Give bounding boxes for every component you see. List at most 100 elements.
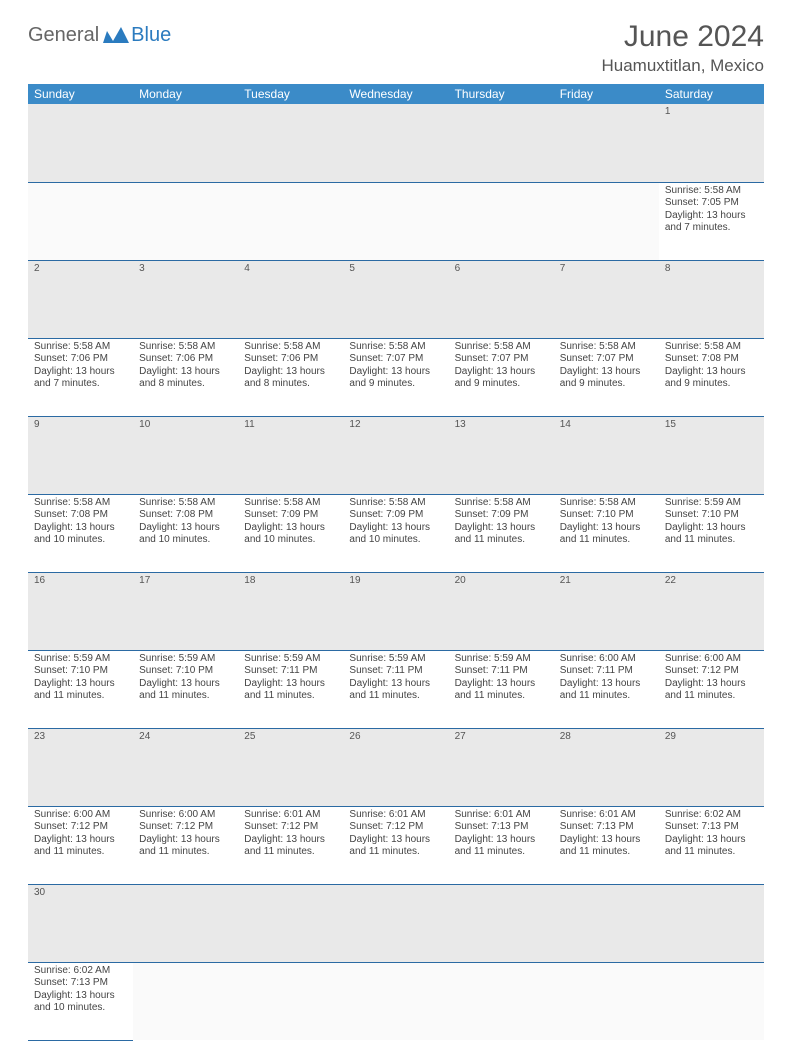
day-info-cell: Sunrise: 5:59 AMSunset: 7:11 PMDaylight:… xyxy=(343,650,448,728)
week-daynum-row: 30 xyxy=(28,884,764,962)
week-info-row: Sunrise: 6:02 AMSunset: 7:13 PMDaylight:… xyxy=(28,962,764,1040)
day-number-cell: 12 xyxy=(343,416,448,494)
sunrise-line: Sunrise: 5:59 AM xyxy=(139,653,232,666)
sunrise-line: Sunrise: 5:59 AM xyxy=(244,653,337,666)
sunset-line: Sunset: 7:07 PM xyxy=(560,353,653,366)
sunset-line: Sunset: 7:13 PM xyxy=(34,977,127,990)
daylight-line: Daylight: 13 hours and 8 minutes. xyxy=(139,366,232,391)
sunrise-line: Sunrise: 5:58 AM xyxy=(455,341,548,354)
day-number-cell xyxy=(449,884,554,962)
sunset-line: Sunset: 7:12 PM xyxy=(665,665,758,678)
day-number-cell: 8 xyxy=(659,260,764,338)
week-daynum-row: 16171819202122 xyxy=(28,572,764,650)
sunset-line: Sunset: 7:09 PM xyxy=(455,509,548,522)
day-number-cell: 16 xyxy=(28,572,133,650)
logo-text-blue: Blue xyxy=(131,24,171,47)
week-info-row: Sunrise: 6:00 AMSunset: 7:12 PMDaylight:… xyxy=(28,806,764,884)
day-number-cell: 21 xyxy=(554,572,659,650)
day-info-cell: Sunrise: 5:58 AMSunset: 7:08 PMDaylight:… xyxy=(133,494,238,572)
day-info-cell: Sunrise: 5:58 AMSunset: 7:09 PMDaylight:… xyxy=(343,494,448,572)
sunrise-line: Sunrise: 5:58 AM xyxy=(665,185,758,198)
daylight-line: Daylight: 13 hours and 11 minutes. xyxy=(244,678,337,703)
sunrise-line: Sunrise: 5:58 AM xyxy=(560,497,653,510)
day-info-cell: Sunrise: 5:58 AMSunset: 7:07 PMDaylight:… xyxy=(343,338,448,416)
sunset-line: Sunset: 7:06 PM xyxy=(244,353,337,366)
day-info-cell: Sunrise: 6:01 AMSunset: 7:12 PMDaylight:… xyxy=(343,806,448,884)
day-number-cell xyxy=(554,104,659,182)
day-number-cell: 14 xyxy=(554,416,659,494)
day-info-cell xyxy=(133,182,238,260)
daylight-line: Daylight: 13 hours and 11 minutes. xyxy=(665,522,758,547)
day-info-cell xyxy=(554,962,659,1040)
sunrise-line: Sunrise: 5:58 AM xyxy=(139,341,232,354)
sunrise-line: Sunrise: 5:59 AM xyxy=(665,497,758,510)
weekday-header: Thursday xyxy=(449,84,554,104)
day-info-cell: Sunrise: 5:58 AMSunset: 7:09 PMDaylight:… xyxy=(449,494,554,572)
day-number-cell: 27 xyxy=(449,728,554,806)
sunrise-line: Sunrise: 6:01 AM xyxy=(455,809,548,822)
day-number-cell: 11 xyxy=(238,416,343,494)
sunrise-line: Sunrise: 5:58 AM xyxy=(455,497,548,510)
daylight-line: Daylight: 13 hours and 11 minutes. xyxy=(560,522,653,547)
weekday-header: Tuesday xyxy=(238,84,343,104)
day-info-cell: Sunrise: 5:58 AMSunset: 7:08 PMDaylight:… xyxy=(28,494,133,572)
daylight-line: Daylight: 13 hours and 9 minutes. xyxy=(560,366,653,391)
sunrise-line: Sunrise: 5:58 AM xyxy=(139,497,232,510)
day-number-cell: 28 xyxy=(554,728,659,806)
sunset-line: Sunset: 7:10 PM xyxy=(139,665,232,678)
day-info-cell xyxy=(343,962,448,1040)
daylight-line: Daylight: 13 hours and 9 minutes. xyxy=(665,366,758,391)
sunrise-line: Sunrise: 6:01 AM xyxy=(244,809,337,822)
daylight-line: Daylight: 13 hours and 11 minutes. xyxy=(349,678,442,703)
sunset-line: Sunset: 7:13 PM xyxy=(665,821,758,834)
week-daynum-row: 23242526272829 xyxy=(28,728,764,806)
day-number-cell: 4 xyxy=(238,260,343,338)
header: General Blue June 2024 Huamuxtitlan, Mex… xyxy=(28,20,764,76)
sunset-line: Sunset: 7:10 PM xyxy=(560,509,653,522)
week-info-row: Sunrise: 5:58 AMSunset: 7:06 PMDaylight:… xyxy=(28,338,764,416)
weekday-header: Friday xyxy=(554,84,659,104)
day-info-cell: Sunrise: 5:58 AMSunset: 7:07 PMDaylight:… xyxy=(449,338,554,416)
sunset-line: Sunset: 7:07 PM xyxy=(349,353,442,366)
daylight-line: Daylight: 13 hours and 10 minutes. xyxy=(244,522,337,547)
day-info-cell xyxy=(238,962,343,1040)
daylight-line: Daylight: 13 hours and 11 minutes. xyxy=(455,834,548,859)
sunrise-line: Sunrise: 5:59 AM xyxy=(455,653,548,666)
weekday-header-row: SundayMondayTuesdayWednesdayThursdayFrid… xyxy=(28,84,764,104)
day-info-cell: Sunrise: 5:59 AMSunset: 7:10 PMDaylight:… xyxy=(28,650,133,728)
logo-text-general: General xyxy=(28,24,99,47)
week-info-row: Sunrise: 5:58 AMSunset: 7:05 PMDaylight:… xyxy=(28,182,764,260)
sunrise-line: Sunrise: 6:01 AM xyxy=(560,809,653,822)
sunset-line: Sunset: 7:11 PM xyxy=(244,665,337,678)
day-info-cell: Sunrise: 6:02 AMSunset: 7:13 PMDaylight:… xyxy=(659,806,764,884)
daylight-line: Daylight: 13 hours and 11 minutes. xyxy=(455,678,548,703)
weekday-header: Sunday xyxy=(28,84,133,104)
day-info-cell: Sunrise: 6:01 AMSunset: 7:13 PMDaylight:… xyxy=(449,806,554,884)
day-number-cell: 5 xyxy=(343,260,448,338)
day-number-cell: 24 xyxy=(133,728,238,806)
day-info-cell: Sunrise: 5:59 AMSunset: 7:10 PMDaylight:… xyxy=(659,494,764,572)
week-info-row: Sunrise: 5:58 AMSunset: 7:08 PMDaylight:… xyxy=(28,494,764,572)
daylight-line: Daylight: 13 hours and 11 minutes. xyxy=(349,834,442,859)
daylight-line: Daylight: 13 hours and 11 minutes. xyxy=(34,678,127,703)
sunset-line: Sunset: 7:09 PM xyxy=(244,509,337,522)
daylight-line: Daylight: 13 hours and 11 minutes. xyxy=(139,834,232,859)
flag-icon xyxy=(103,27,129,45)
day-info-cell xyxy=(449,962,554,1040)
daylight-line: Daylight: 13 hours and 8 minutes. xyxy=(244,366,337,391)
day-number-cell xyxy=(343,104,448,182)
sunset-line: Sunset: 7:06 PM xyxy=(34,353,127,366)
sunrise-line: Sunrise: 5:59 AM xyxy=(34,653,127,666)
day-info-cell: Sunrise: 5:58 AMSunset: 7:06 PMDaylight:… xyxy=(28,338,133,416)
day-number-cell: 17 xyxy=(133,572,238,650)
daylight-line: Daylight: 13 hours and 7 minutes. xyxy=(34,366,127,391)
day-number-cell: 22 xyxy=(659,572,764,650)
sunrise-line: Sunrise: 5:58 AM xyxy=(34,341,127,354)
sunrise-line: Sunrise: 5:58 AM xyxy=(665,341,758,354)
sunrise-line: Sunrise: 5:59 AM xyxy=(349,653,442,666)
day-number-cell xyxy=(343,884,448,962)
sunset-line: Sunset: 7:11 PM xyxy=(560,665,653,678)
sunrise-line: Sunrise: 5:58 AM xyxy=(34,497,127,510)
week-daynum-row: 9101112131415 xyxy=(28,416,764,494)
sunset-line: Sunset: 7:12 PM xyxy=(34,821,127,834)
